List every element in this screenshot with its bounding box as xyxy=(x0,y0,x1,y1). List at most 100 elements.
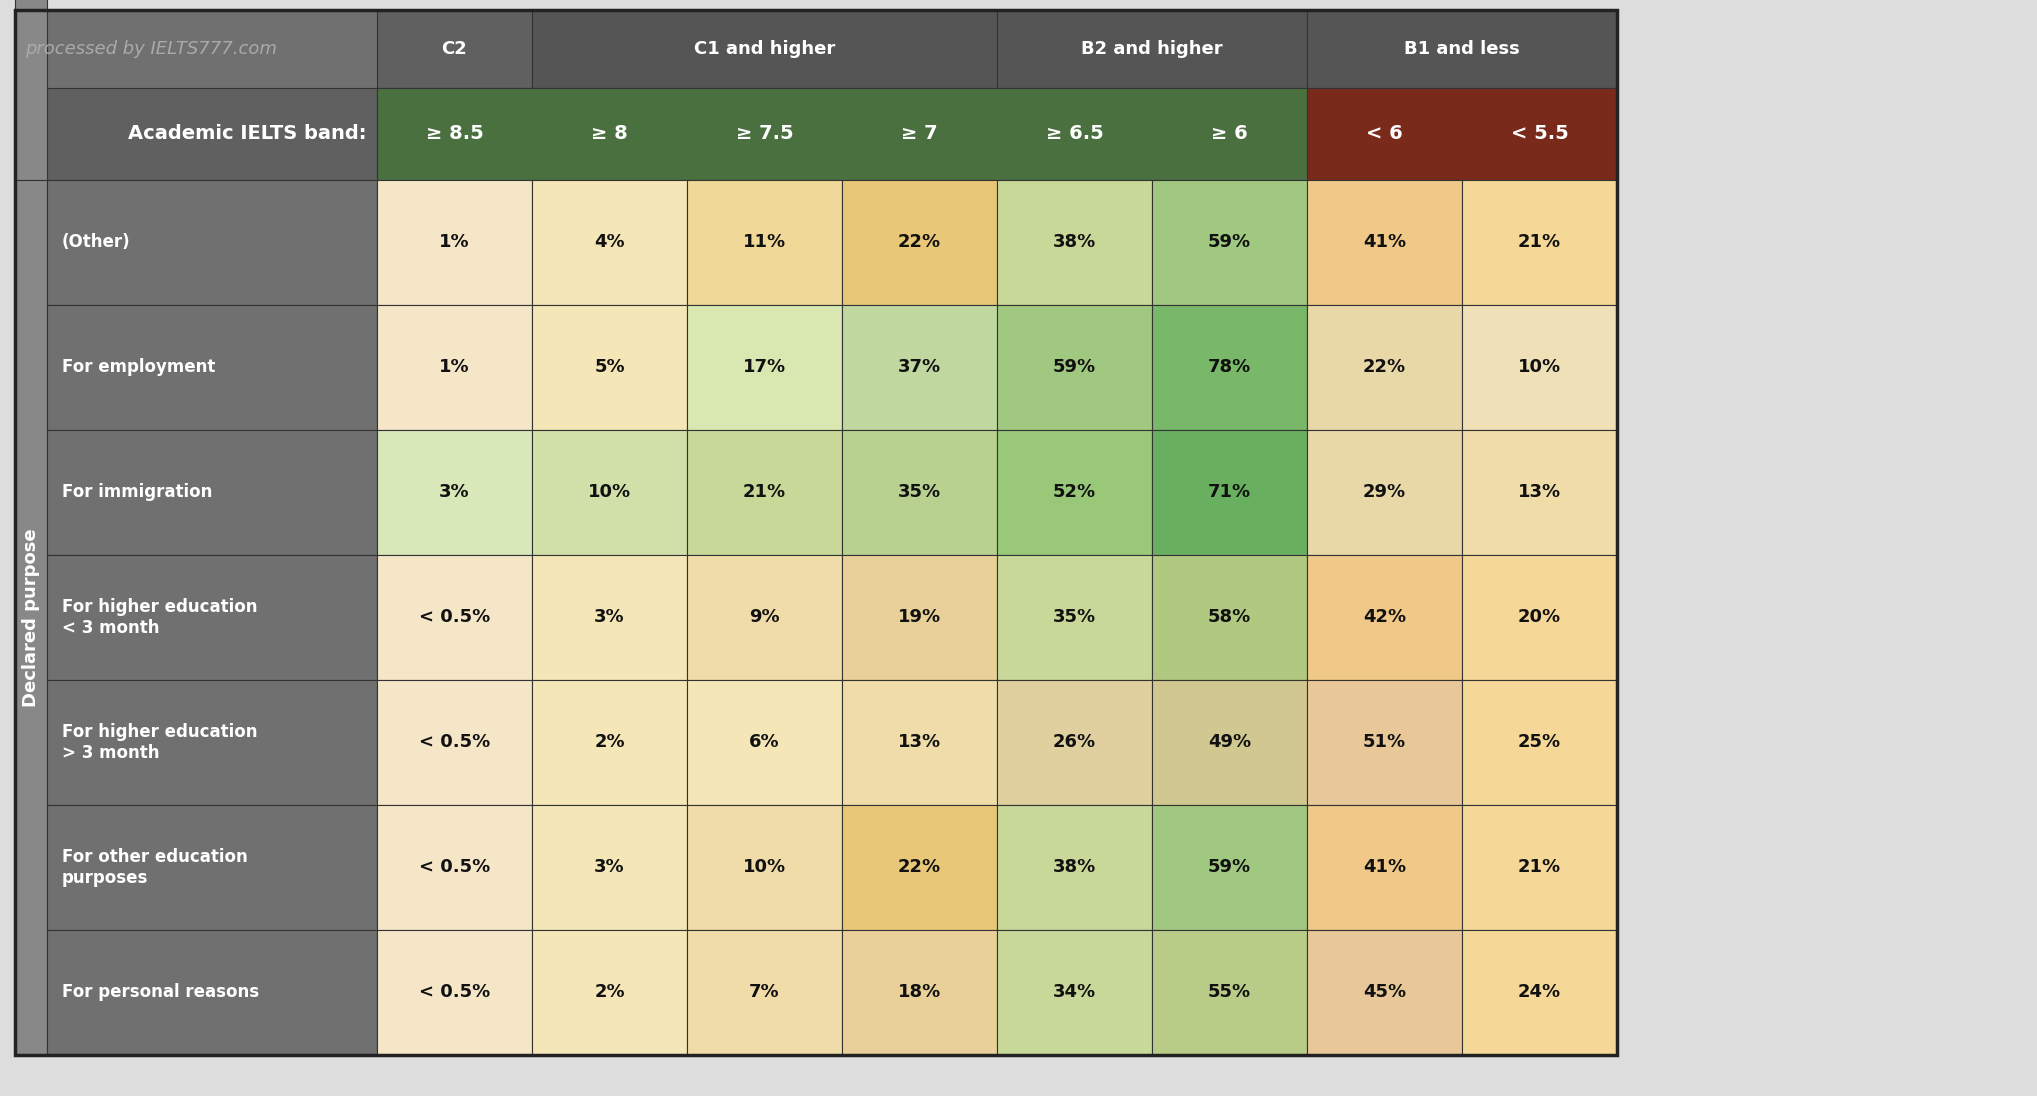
Text: (Other): (Other) xyxy=(61,233,130,251)
Bar xyxy=(1153,680,1308,804)
Text: < 6: < 6 xyxy=(1367,125,1403,144)
Bar xyxy=(841,180,996,305)
Bar xyxy=(686,931,841,1055)
Text: 1%: 1% xyxy=(440,358,471,377)
Text: 3%: 3% xyxy=(440,483,471,502)
Bar xyxy=(1463,931,1617,1055)
Bar xyxy=(47,680,377,804)
Bar xyxy=(1463,180,1617,305)
Text: 5%: 5% xyxy=(595,358,625,377)
Bar xyxy=(377,555,532,680)
Text: 13%: 13% xyxy=(898,733,941,752)
Bar xyxy=(841,804,996,931)
Bar xyxy=(996,305,1153,430)
Bar xyxy=(532,804,686,931)
Text: 38%: 38% xyxy=(1053,858,1096,877)
Bar xyxy=(1153,430,1308,555)
Text: 22%: 22% xyxy=(898,858,941,877)
Text: ≥ 6: ≥ 6 xyxy=(1212,125,1249,144)
Text: 58%: 58% xyxy=(1208,608,1251,627)
Text: 18%: 18% xyxy=(898,983,941,1002)
Text: 42%: 42% xyxy=(1363,608,1406,627)
Bar xyxy=(1308,10,1617,88)
Bar xyxy=(532,10,996,88)
Bar xyxy=(532,931,686,1055)
Bar xyxy=(996,931,1153,1055)
Bar xyxy=(532,555,686,680)
Text: For immigration: For immigration xyxy=(61,483,212,502)
Bar xyxy=(47,305,377,430)
Bar xyxy=(377,931,532,1055)
Text: 24%: 24% xyxy=(1518,983,1560,1002)
Text: 45%: 45% xyxy=(1363,983,1406,1002)
Bar xyxy=(1153,931,1308,1055)
Text: C2: C2 xyxy=(442,39,466,58)
Text: 19%: 19% xyxy=(898,608,941,627)
Bar xyxy=(1463,305,1617,430)
Text: 20%: 20% xyxy=(1518,608,1560,627)
Text: 2%: 2% xyxy=(595,983,625,1002)
Text: 7%: 7% xyxy=(750,983,780,1002)
Text: Academic IELTS band:: Academic IELTS band: xyxy=(128,125,367,144)
Text: For higher education
< 3 month: For higher education < 3 month xyxy=(61,598,257,637)
Text: < 0.5%: < 0.5% xyxy=(420,858,491,877)
Bar xyxy=(996,680,1153,804)
Bar xyxy=(1153,555,1308,680)
Text: 29%: 29% xyxy=(1363,483,1406,502)
Text: 21%: 21% xyxy=(1518,233,1560,251)
Bar xyxy=(1308,88,1617,180)
Bar xyxy=(377,180,532,305)
Text: 22%: 22% xyxy=(898,233,941,251)
Text: < 5.5: < 5.5 xyxy=(1511,125,1568,144)
Text: 1%: 1% xyxy=(440,233,471,251)
Bar xyxy=(996,555,1153,680)
Text: 3%: 3% xyxy=(595,608,625,627)
Text: 38%: 38% xyxy=(1053,233,1096,251)
Text: 26%: 26% xyxy=(1053,733,1096,752)
Text: 10%: 10% xyxy=(744,858,786,877)
Bar xyxy=(1308,430,1463,555)
Bar xyxy=(1153,804,1308,931)
Text: 78%: 78% xyxy=(1208,358,1251,377)
Bar xyxy=(686,305,841,430)
Text: 3%: 3% xyxy=(595,858,625,877)
Text: 10%: 10% xyxy=(589,483,631,502)
Bar xyxy=(996,180,1153,305)
Text: 11%: 11% xyxy=(744,233,786,251)
Bar xyxy=(686,680,841,804)
Bar xyxy=(377,88,1308,180)
Text: 21%: 21% xyxy=(1518,858,1560,877)
Text: 59%: 59% xyxy=(1208,233,1251,251)
Bar xyxy=(377,305,532,430)
Bar xyxy=(532,430,686,555)
Bar xyxy=(377,430,532,555)
Bar xyxy=(996,430,1153,555)
Text: 51%: 51% xyxy=(1363,733,1406,752)
Bar xyxy=(686,180,841,305)
Text: < 0.5%: < 0.5% xyxy=(420,983,491,1002)
Bar xyxy=(14,88,377,180)
Bar xyxy=(377,10,532,88)
Bar xyxy=(841,555,996,680)
Bar xyxy=(14,10,377,88)
Bar xyxy=(686,430,841,555)
Text: 13%: 13% xyxy=(1518,483,1560,502)
Text: < 0.5%: < 0.5% xyxy=(420,733,491,752)
Text: B2 and higher: B2 and higher xyxy=(1082,39,1222,58)
Text: ≥ 6.5: ≥ 6.5 xyxy=(1045,125,1104,144)
Text: 9%: 9% xyxy=(750,608,780,627)
Bar xyxy=(14,10,1617,1055)
Text: 22%: 22% xyxy=(1363,358,1406,377)
Text: 71%: 71% xyxy=(1208,483,1251,502)
Text: < 0.5%: < 0.5% xyxy=(420,608,491,627)
Bar xyxy=(1308,804,1463,931)
Text: 59%: 59% xyxy=(1208,858,1251,877)
Bar xyxy=(1463,804,1617,931)
Text: For personal reasons: For personal reasons xyxy=(61,983,259,1002)
Text: 35%: 35% xyxy=(898,483,941,502)
Text: 25%: 25% xyxy=(1518,733,1560,752)
Text: 4%: 4% xyxy=(595,233,625,251)
Text: 10%: 10% xyxy=(1518,358,1560,377)
Bar xyxy=(532,305,686,430)
Bar xyxy=(841,680,996,804)
